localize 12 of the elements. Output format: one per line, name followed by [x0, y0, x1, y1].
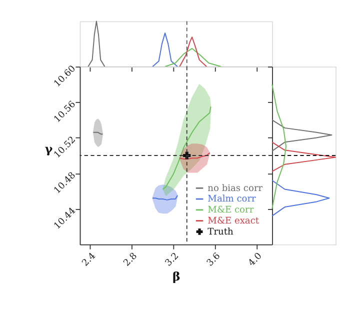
legend-label: M&E corr [208, 206, 254, 216]
x-tick-label: 2.8 [122, 251, 140, 269]
x-tick-label: 3.2 [164, 251, 182, 269]
x-tick-label: 4.0 [246, 251, 264, 269]
x-axis-title: β [172, 269, 180, 284]
legend-label: M&E exact [208, 216, 260, 227]
legend-label: Malm corr [208, 194, 257, 205]
y-axis-title: γ [44, 142, 53, 156]
x-tick-label: 2.4 [80, 251, 98, 269]
legend-label: no bias corr [208, 184, 264, 194]
legend-label: Truth [208, 227, 234, 238]
x-tick-label: 3.6 [205, 251, 223, 269]
